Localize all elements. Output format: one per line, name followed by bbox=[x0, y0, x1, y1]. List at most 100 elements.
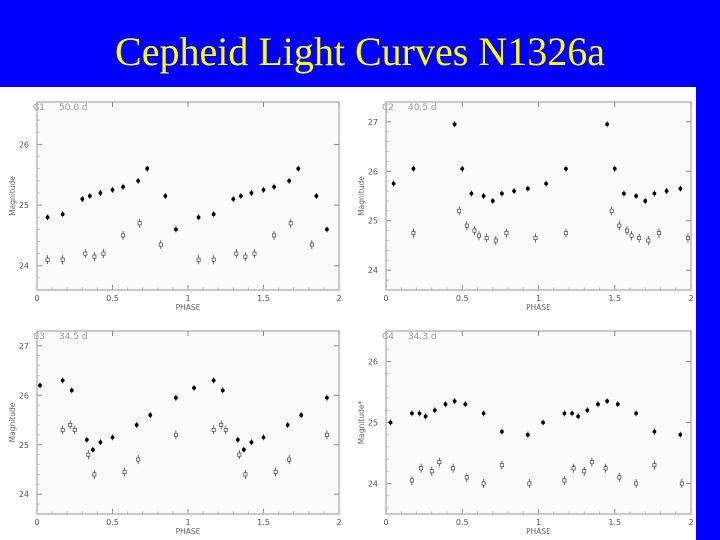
y-tick-label: 26 bbox=[368, 167, 378, 176]
data-point-open bbox=[273, 470, 278, 474]
data-point-filled bbox=[634, 194, 638, 198]
data-point-open bbox=[646, 238, 651, 243]
data-point-filled bbox=[121, 185, 125, 189]
data-point-open bbox=[196, 257, 201, 262]
x-tick-label: 0.5 bbox=[106, 518, 119, 527]
light-curve-panels: 0 0.5 1 1.5 2 24 25 26 PHASE Magnitude C1 50.0 d 0 0.… bbox=[8, 100, 694, 536]
data-point-open bbox=[411, 231, 416, 236]
x-axis-label: PHASE bbox=[176, 527, 201, 536]
x-tick-label: 0.5 bbox=[106, 294, 119, 303]
data-point-open bbox=[499, 463, 504, 468]
y-tick-label: 25 bbox=[19, 201, 29, 210]
data-point-open bbox=[60, 427, 65, 432]
data-point-filled bbox=[525, 186, 530, 191]
data-point-filled bbox=[678, 186, 683, 191]
data-point-open bbox=[45, 257, 50, 262]
panel-period: 50.0 d bbox=[59, 103, 88, 113]
y-tick-label: 26 bbox=[19, 391, 29, 400]
data-point-open bbox=[309, 242, 314, 247]
data-point-filled bbox=[272, 185, 276, 189]
data-point-filled bbox=[460, 166, 465, 171]
x-tick-label: 1.5 bbox=[608, 294, 621, 303]
data-point-filled bbox=[110, 435, 115, 440]
x-axis-label: PHASE bbox=[526, 303, 551, 312]
panel-label: C2 bbox=[382, 103, 394, 113]
data-point-open bbox=[609, 208, 614, 213]
x-tick-label: 0 bbox=[34, 294, 39, 303]
data-point-open bbox=[464, 223, 469, 228]
data-point-filled bbox=[605, 399, 610, 404]
data-point-open bbox=[629, 233, 634, 238]
data-point-filled bbox=[605, 122, 610, 127]
data-point-filled bbox=[285, 423, 290, 427]
x-tick-label: 2 bbox=[336, 294, 341, 303]
data-point-open bbox=[429, 469, 434, 474]
data-point-open bbox=[477, 233, 481, 238]
data-point-open bbox=[582, 469, 587, 474]
data-point-open bbox=[136, 457, 141, 462]
data-point-open bbox=[563, 231, 568, 236]
data-point-filled bbox=[235, 437, 240, 442]
data-point-open bbox=[484, 236, 489, 241]
x-tick-label: 0 bbox=[383, 294, 388, 303]
data-point-filled bbox=[98, 440, 103, 445]
data-point-open bbox=[72, 427, 77, 432]
data-point-open bbox=[457, 208, 462, 213]
x-axis-label: PHASE bbox=[526, 527, 551, 536]
y-tick-label: 24 bbox=[368, 480, 378, 489]
data-point-open bbox=[211, 427, 216, 432]
x-tick-label: 1 bbox=[536, 294, 541, 303]
y-axis-label: Magnitude bbox=[8, 402, 17, 442]
data-point-filled bbox=[544, 181, 549, 186]
data-point-open bbox=[451, 466, 456, 471]
data-point-filled bbox=[500, 429, 504, 434]
y-tick-label: 26 bbox=[19, 140, 29, 149]
data-point-open bbox=[324, 432, 329, 437]
data-point-filled bbox=[136, 178, 141, 183]
y-tick-label: 24 bbox=[368, 266, 378, 275]
data-point-filled bbox=[60, 212, 65, 217]
data-point-open bbox=[493, 238, 498, 243]
data-point-filled bbox=[452, 122, 457, 127]
data-point-open bbox=[652, 463, 657, 468]
data-point-open bbox=[211, 257, 216, 262]
data-point-filled bbox=[174, 395, 178, 400]
light-curve-figure: 0 0.5 1 1.5 2 24 25 26 PHASE Magnitude C1 50.0 d 0 0.… bbox=[0, 87, 696, 540]
data-point-filled bbox=[585, 408, 590, 413]
x-tick-label: 2 bbox=[336, 518, 341, 527]
panel-c4: 0 0.5 1 1.5 2 24 25 26 PHASE Magnitude* C4 34.3 d bbox=[357, 329, 694, 536]
panel-c2: 0 0.5 1 1.5 2 24 25 26 27 PHASE Magnitude C2 40.5 d bbox=[357, 100, 694, 312]
data-point-open bbox=[60, 257, 65, 262]
panel-period: 34.5 d bbox=[59, 332, 88, 342]
x-tick-label: 0 bbox=[34, 518, 39, 527]
data-point-filled bbox=[261, 435, 266, 440]
data-point-filled bbox=[512, 189, 516, 193]
data-point-filled bbox=[469, 191, 474, 196]
data-point-open bbox=[624, 228, 629, 233]
data-point-filled bbox=[664, 189, 669, 193]
data-point-filled bbox=[562, 411, 567, 416]
data-point-filled bbox=[423, 414, 428, 419]
panel-background bbox=[384, 329, 693, 516]
data-point-open bbox=[409, 478, 414, 483]
data-point-filled bbox=[145, 166, 150, 171]
y-axis-label: Magnitude bbox=[357, 176, 366, 216]
data-point-open bbox=[481, 481, 486, 486]
x-tick-label: 1.5 bbox=[608, 518, 621, 527]
data-point-filled bbox=[612, 166, 617, 171]
data-point-open bbox=[533, 236, 538, 241]
data-point-filled bbox=[134, 423, 139, 427]
x-tick-label: 1 bbox=[185, 294, 190, 303]
x-tick-label: 2 bbox=[688, 294, 693, 303]
data-point-filled bbox=[314, 194, 319, 198]
data-point-filled bbox=[45, 215, 50, 220]
panel-label: C4 bbox=[382, 332, 394, 342]
data-point-filled bbox=[148, 413, 153, 417]
data-point-filled bbox=[220, 388, 225, 393]
data-point-open bbox=[527, 481, 532, 486]
data-point-filled bbox=[84, 437, 89, 442]
data-point-open bbox=[137, 221, 142, 226]
x-tick-label: 0.5 bbox=[456, 294, 469, 303]
data-point-filled bbox=[325, 227, 329, 232]
data-point-open bbox=[83, 251, 88, 256]
